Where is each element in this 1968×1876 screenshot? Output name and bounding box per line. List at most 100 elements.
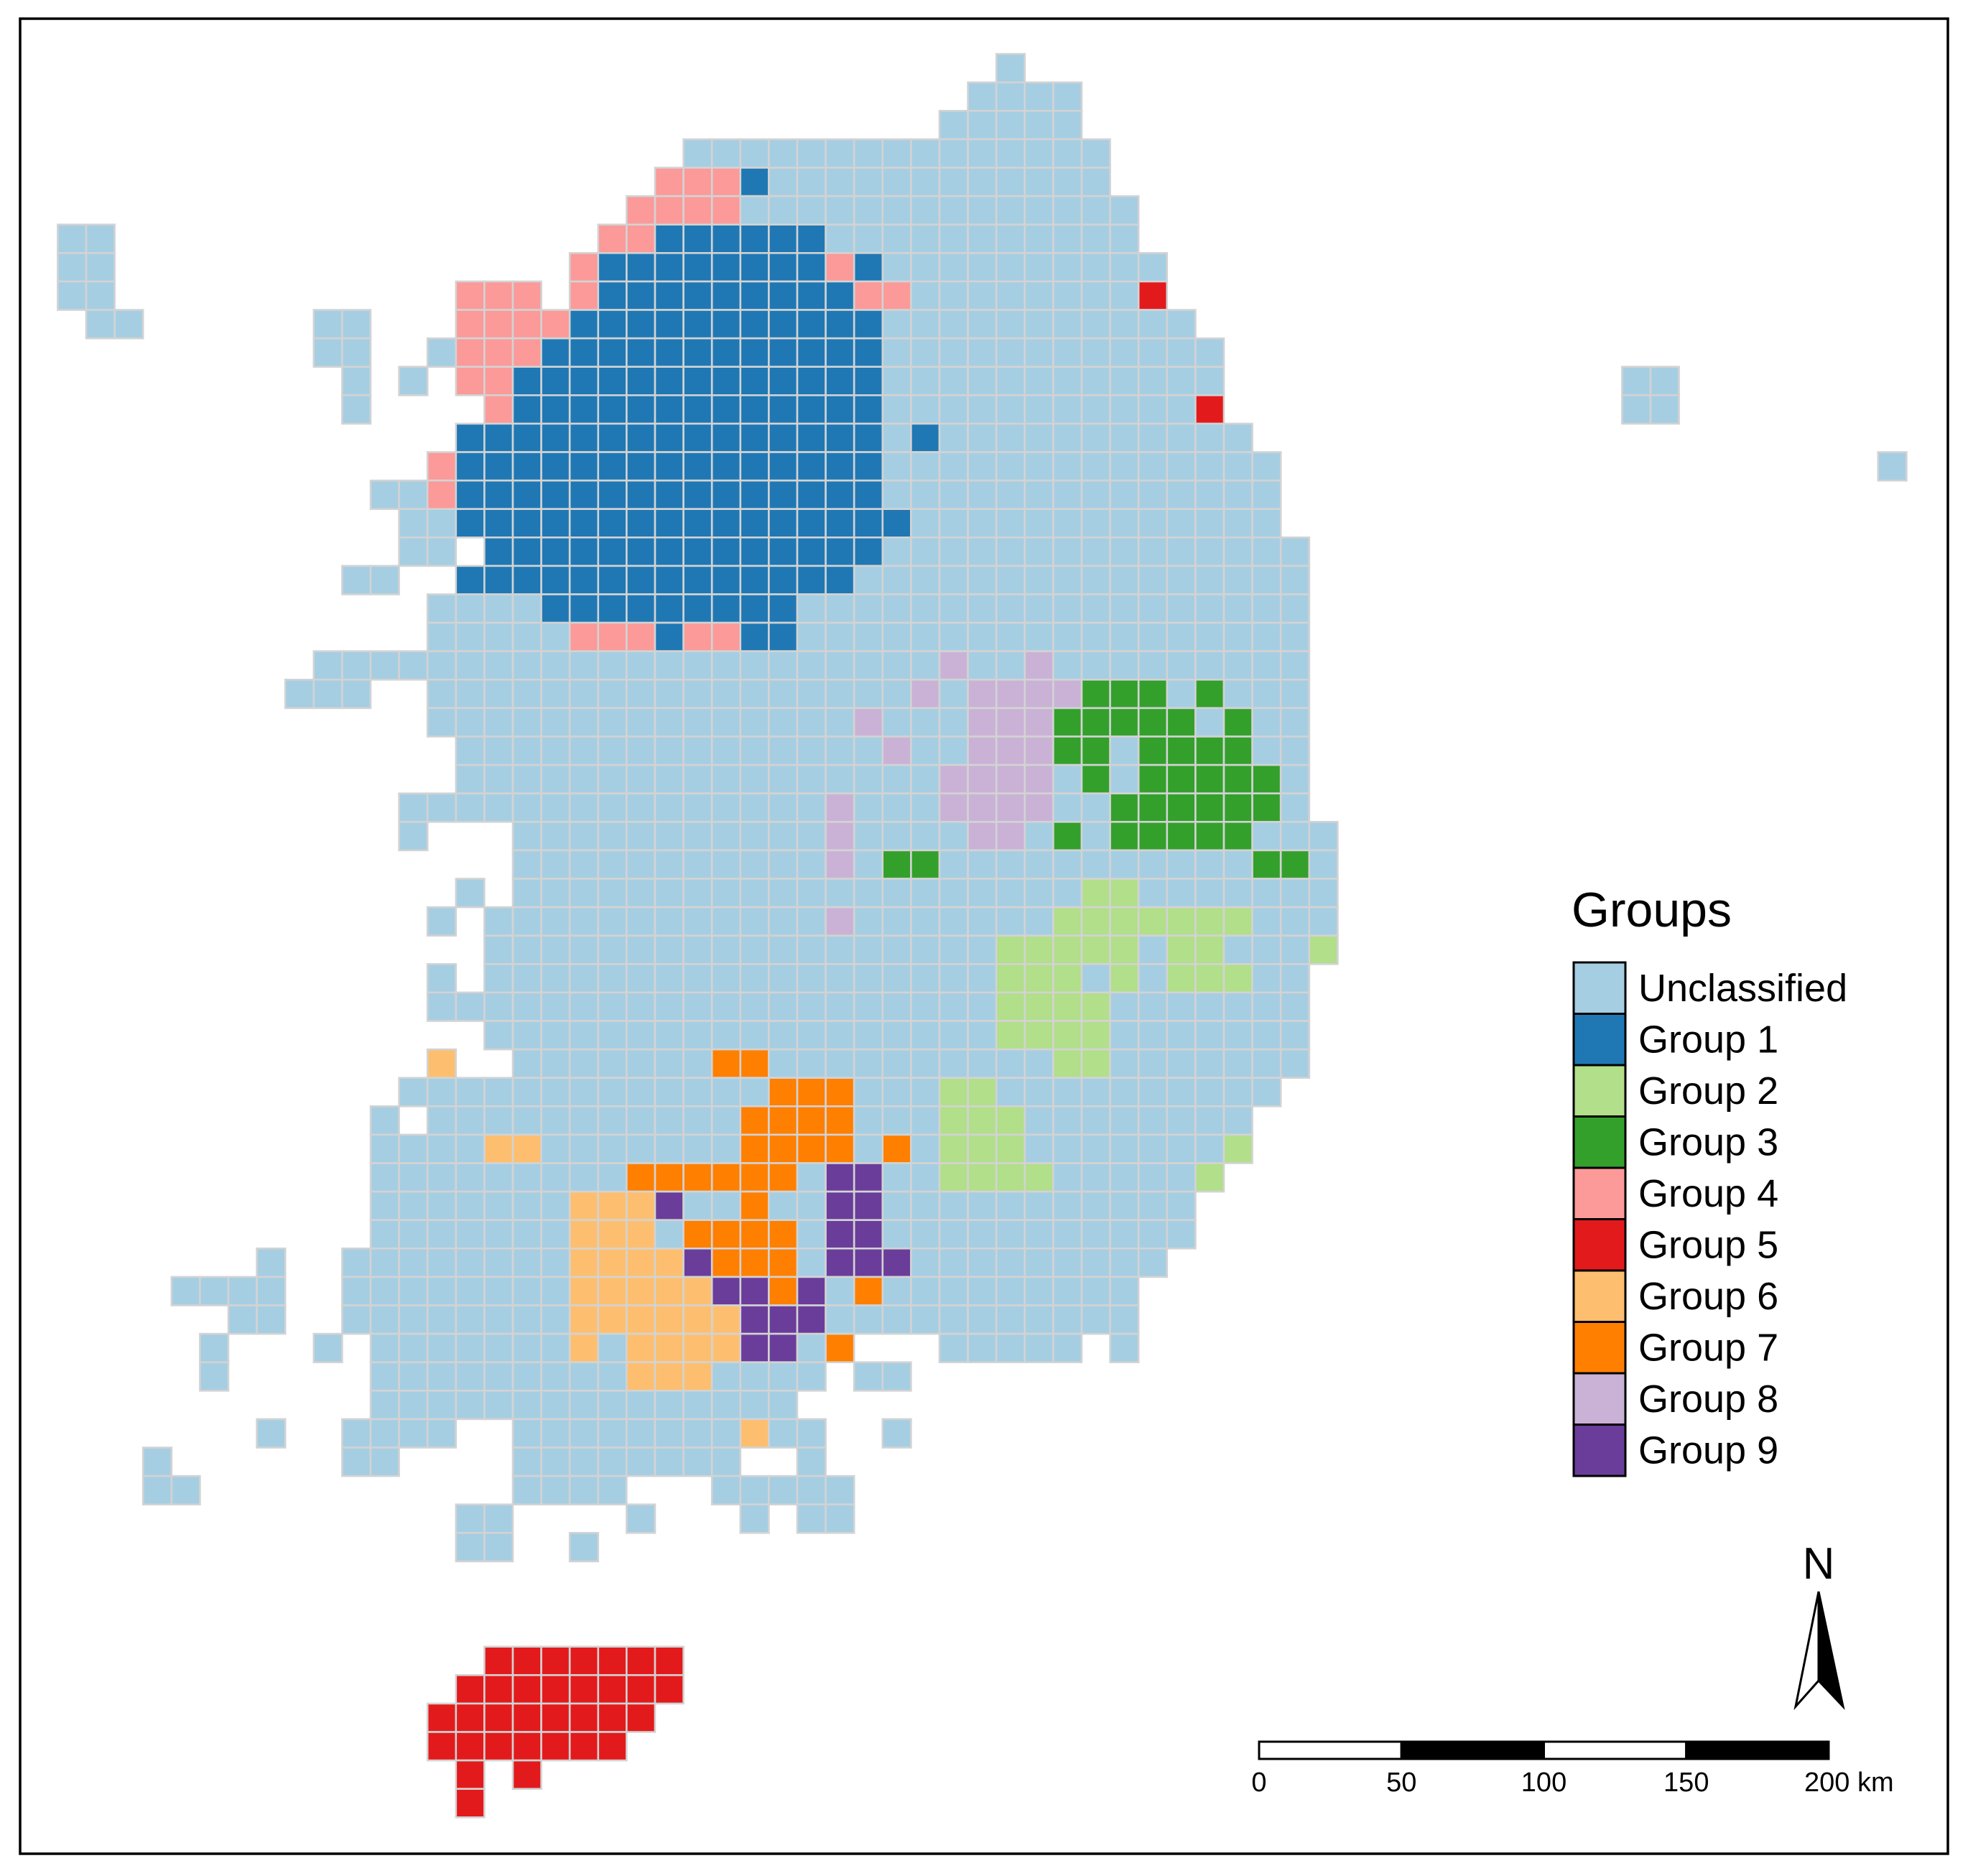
grid-cell: [825, 309, 855, 340]
grid-cell: [682, 1048, 713, 1079]
grid-cell: [1024, 650, 1054, 681]
grid-cell: [483, 1248, 514, 1278]
grid-cell: [654, 536, 684, 567]
grid-cell: [511, 309, 542, 340]
grid-cell: [1279, 678, 1311, 710]
grid-cell: [910, 1133, 941, 1164]
grid-cell: [511, 1731, 542, 1762]
grid-cell: [768, 394, 799, 425]
grid-cell: [597, 1162, 628, 1193]
grid-cell: [312, 337, 343, 368]
grid-cell: [1052, 280, 1083, 311]
grid-cell: [483, 906, 514, 937]
grid-cell: [369, 1133, 400, 1164]
grid-cell: [1194, 735, 1225, 766]
grid-cell: [938, 1332, 969, 1363]
grid-cell: [426, 1332, 458, 1363]
grid-cell: [455, 1162, 486, 1193]
grid-cell: [1109, 394, 1140, 425]
grid-cell: [910, 195, 941, 226]
grid-cell: [398, 1332, 429, 1363]
grid-cell: [739, 878, 770, 909]
grid-cell: [398, 650, 429, 681]
grid-cell: [1109, 1304, 1140, 1335]
grid-cell: [1052, 1048, 1083, 1079]
grid-cell: [654, 280, 684, 311]
grid-cell: [483, 1077, 514, 1108]
grid-cell: [568, 280, 600, 311]
grid-cell: [654, 1447, 684, 1477]
grid-cell: [455, 763, 486, 794]
grid-cell: [1222, 735, 1253, 766]
grid-cell: [654, 1190, 684, 1221]
grid-cell: [568, 1645, 600, 1676]
grid-cell: [910, 906, 941, 937]
grid-cell: [1109, 593, 1140, 624]
grid-cell: [739, 707, 770, 738]
grid-cell: [540, 1447, 571, 1477]
grid-cell: [1024, 763, 1054, 794]
grid-cell: [710, 1390, 742, 1421]
grid-cell: [796, 1133, 827, 1164]
grid-cell: [626, 280, 656, 311]
grid-cell: [1222, 508, 1253, 539]
grid-cell: [568, 337, 600, 368]
grid-cell: [881, 1190, 912, 1221]
grid-cell: [825, 422, 855, 453]
grid-cell: [540, 337, 571, 368]
grid-cell: [511, 678, 542, 710]
grid-cell: [910, 1248, 941, 1278]
grid-cell: [1251, 878, 1282, 909]
grid-cell: [369, 1105, 400, 1136]
grid-cell: [626, 536, 656, 567]
grid-cell: [1024, 707, 1054, 738]
grid-cell: [1024, 1304, 1054, 1335]
grid-cell: [682, 1133, 713, 1164]
grid-cell: [1052, 1190, 1083, 1221]
grid-cell: [1080, 1162, 1111, 1193]
grid-cell: [1109, 451, 1140, 482]
grid-cell: [881, 878, 912, 909]
grid-cell: [710, 906, 742, 937]
grid-cell: [1052, 451, 1083, 482]
grid-cell: [511, 763, 542, 794]
grid-cell: [739, 1162, 770, 1193]
grid-cell: [796, 707, 827, 738]
grid-cell: [995, 1162, 1026, 1193]
grid-cell: [654, 479, 684, 510]
grid-cell: [1052, 1276, 1083, 1306]
grid-cell: [1024, 621, 1054, 652]
grid-cell: [568, 1020, 600, 1051]
grid-cell: [511, 451, 542, 482]
grid-cell: [511, 479, 542, 510]
grid-cell: [739, 565, 770, 595]
grid-cell: [910, 337, 941, 368]
grid-cell: [654, 1105, 684, 1136]
grid-cell: [796, 1503, 827, 1534]
grid-cell: [682, 1390, 713, 1421]
grid-cell: [768, 195, 799, 226]
grid-cell: [568, 1048, 600, 1079]
grid-cell: [369, 565, 400, 595]
grid-cell: [568, 508, 600, 539]
grid-cell: [1251, 1077, 1282, 1108]
grid-cell: [426, 1702, 458, 1733]
grid-cell: [1194, 1133, 1225, 1164]
grid-cell: [710, 1276, 742, 1306]
grid-cell: [938, 565, 969, 595]
grid-cell: [1137, 934, 1169, 965]
grid-cell: [654, 1048, 684, 1079]
grid-cell: [511, 707, 542, 738]
grid-cell: [881, 849, 912, 880]
grid-cell: [796, 138, 827, 169]
grid-cell: [739, 792, 770, 823]
grid-cell: [853, 792, 884, 823]
grid-cell: [1024, 508, 1054, 539]
grid-cell: [1194, 422, 1225, 453]
grid-cell: [597, 565, 628, 595]
grid-cell: [1080, 1020, 1111, 1051]
grid-cell: [853, 821, 884, 852]
grid-cell: [739, 394, 770, 425]
grid-cell: [938, 223, 969, 254]
grid-cell: [938, 479, 969, 510]
